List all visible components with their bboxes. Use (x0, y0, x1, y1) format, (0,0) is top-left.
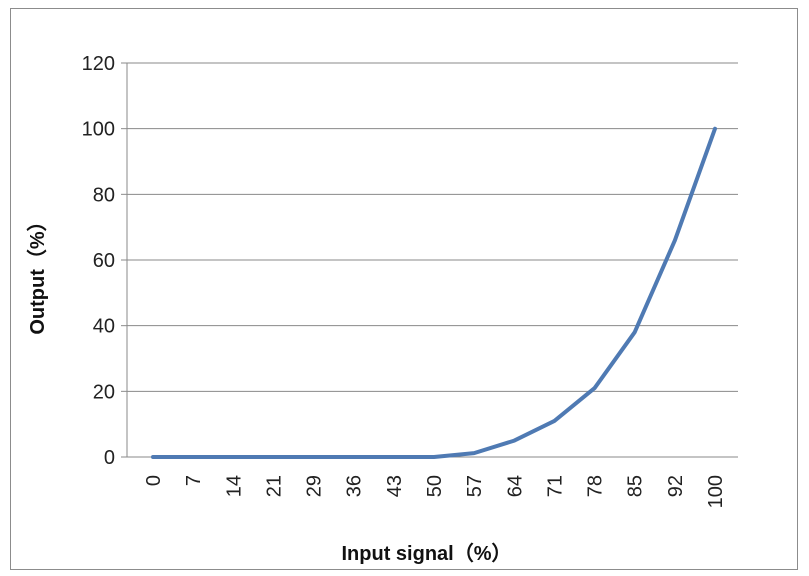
x-tick-label: 71 (544, 475, 566, 497)
x-axis-ticks: 0 7 14 21 29 36 43 50 57 64 71 78 85 92 100 (143, 475, 727, 508)
chart-frame (10, 8, 798, 570)
y-axis-ticks: 0 20 40 60 80 100 120 (82, 53, 127, 469)
data-point (191, 455, 195, 459)
x-tick-label: 43 (384, 475, 406, 497)
data-point (633, 330, 637, 334)
y-tick-label: 20 (93, 381, 115, 403)
x-tick-label: 29 (304, 475, 326, 497)
x-tick-label: 78 (585, 475, 607, 497)
data-point (231, 455, 235, 459)
y-tick-label: 40 (93, 316, 115, 338)
data-point (352, 455, 356, 459)
x-tick-label: 7 (183, 475, 205, 486)
y-tick-label: 80 (93, 184, 115, 206)
data-point (512, 439, 516, 443)
data-point (151, 455, 155, 459)
data-point (432, 455, 436, 459)
gridlines (127, 62, 738, 392)
x-tick-label: 0 (143, 475, 165, 486)
x-tick-label: 57 (464, 475, 486, 497)
x-axis-title: Input signal（%） (342, 542, 512, 565)
data-point (392, 455, 396, 459)
x-tick-label: 50 (424, 475, 446, 497)
data-point (271, 455, 275, 459)
x-tick-label: 85 (625, 475, 647, 497)
data-point (593, 386, 597, 390)
y-tick-label: 60 (93, 250, 115, 272)
x-tick-label: 36 (344, 475, 366, 497)
data-point (713, 127, 717, 131)
series-line (151, 126, 717, 459)
data-point (472, 451, 476, 455)
y-tick-label: 100 (82, 119, 115, 141)
x-tick-label: 100 (705, 475, 727, 508)
x-tick-label: 92 (665, 475, 687, 497)
x-tick-label: 64 (504, 475, 526, 497)
data-point (552, 419, 556, 423)
data-point (312, 455, 316, 459)
y-axis-title: Output（%） (26, 211, 49, 334)
y-tick-label: 120 (82, 53, 115, 75)
x-tick-label: 14 (223, 475, 245, 497)
y-tick-label: 0 (104, 447, 115, 469)
x-tick-label: 21 (263, 475, 285, 497)
data-point (673, 238, 677, 242)
series-group (151, 126, 717, 459)
